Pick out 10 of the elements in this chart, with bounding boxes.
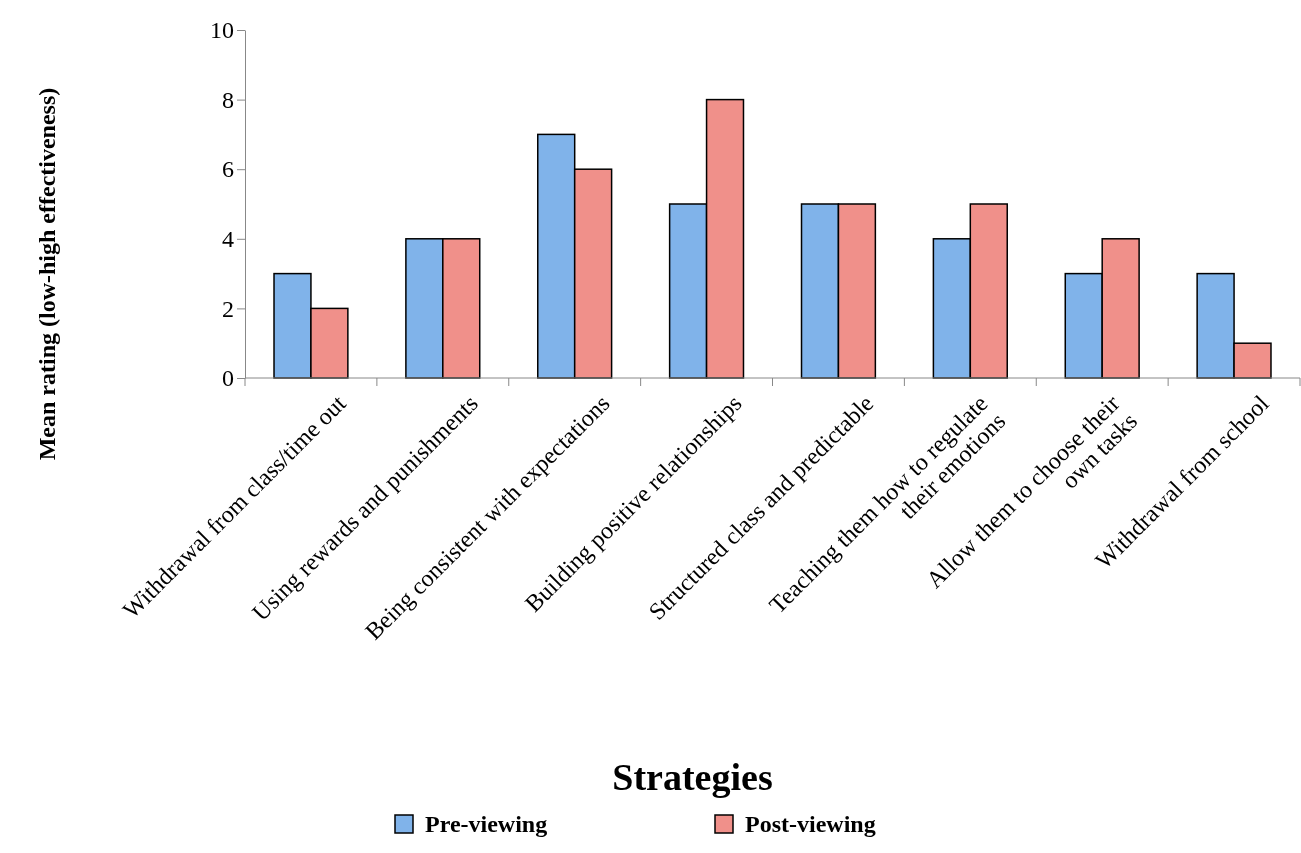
y-tick-label: 0 <box>222 365 234 392</box>
y-tick-label: 6 <box>222 156 234 183</box>
legend-label: Pre-viewing <box>425 811 548 837</box>
y-axis-title: Mean rating (low-high effectiveness) <box>34 87 60 461</box>
y-tick-label: 4 <box>222 225 234 252</box>
x-axis-title: Strategies <box>612 756 773 798</box>
legend-label: Post-viewing <box>745 811 876 837</box>
y-tick-label: 2 <box>222 295 234 322</box>
y-tick-label: 10 <box>210 17 234 44</box>
y-tick-label: 8 <box>222 86 234 113</box>
